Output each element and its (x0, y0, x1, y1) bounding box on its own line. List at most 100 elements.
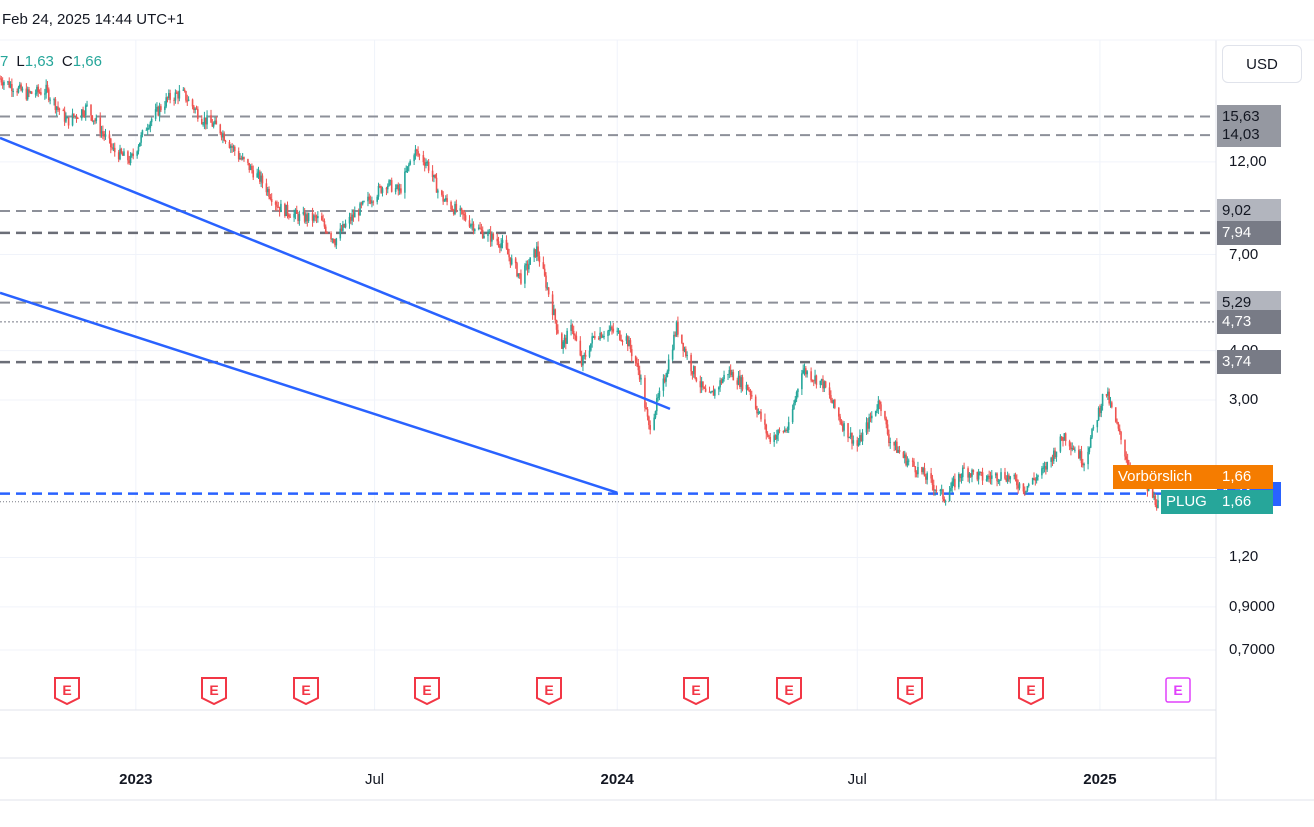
candle-body (793, 403, 795, 410)
candle-body (1054, 450, 1056, 458)
earnings-marker[interactable]: E (413, 676, 441, 706)
candle-body (608, 329, 611, 332)
candle-body (400, 188, 402, 193)
candle-body (979, 471, 981, 473)
candle-body (44, 93, 46, 95)
trend-lines[interactable] (0, 136, 671, 494)
earnings-marker[interactable]: E (200, 676, 228, 706)
candle-body (248, 162, 251, 170)
candle-body (288, 214, 290, 217)
candle-body (426, 161, 429, 164)
candle-body (257, 171, 260, 174)
candle-body (625, 336, 628, 341)
candle-body (202, 123, 204, 125)
earnings-icon: E (1018, 677, 1045, 706)
candle-body (612, 328, 615, 332)
candle-body (580, 355, 583, 366)
candle-body (976, 472, 979, 480)
candle-body (249, 166, 252, 170)
candle-body (702, 381, 704, 388)
candle-body (629, 340, 632, 350)
candle-body (675, 321, 678, 336)
earnings-marker-upcoming[interactable]: E (1164, 676, 1192, 706)
candle-body (1042, 467, 1045, 469)
candle-body (259, 171, 261, 182)
candle-body (38, 91, 41, 93)
candle-body (555, 320, 558, 330)
x-axis-tick-label: Jul (847, 771, 867, 788)
earnings-marker[interactable]: E (775, 676, 803, 706)
earnings-icon: E (54, 677, 81, 706)
candle-body (894, 441, 897, 446)
candle-body (616, 330, 619, 332)
candle-body (397, 184, 400, 191)
candle-body (691, 371, 694, 375)
candle-body (985, 479, 988, 481)
earnings-marker[interactable]: E (292, 676, 320, 706)
candle-body (988, 475, 990, 478)
candle-body (321, 216, 323, 221)
candle-body (551, 294, 554, 315)
candle-body (389, 180, 392, 182)
candle-body (601, 336, 604, 338)
candle-body (174, 92, 177, 101)
candle-body (874, 410, 877, 416)
currency-button[interactable]: USD (1222, 45, 1302, 83)
candle-body (1051, 457, 1054, 462)
candle-body (286, 204, 289, 215)
earnings-marker[interactable]: E (535, 676, 563, 706)
candle-body (423, 162, 426, 166)
trend-line (0, 291, 618, 494)
candle-body (103, 133, 105, 137)
candle-body (256, 173, 258, 178)
candle-body (435, 177, 438, 193)
candle-body (408, 164, 410, 167)
candle-body (154, 109, 157, 119)
earnings-marker[interactable]: E (896, 676, 924, 706)
candle-body (922, 468, 925, 473)
candle-body (1063, 433, 1066, 441)
earnings-marker[interactable]: E (682, 676, 710, 706)
candle-body (195, 108, 198, 110)
candle-body (942, 489, 944, 500)
candle-body (571, 324, 574, 331)
candle-body (463, 214, 466, 216)
candle-body (317, 216, 319, 219)
candle-body (120, 148, 123, 154)
candle-body (814, 375, 816, 381)
candle-body (732, 372, 735, 381)
candle-body (381, 188, 384, 193)
candle-body (49, 99, 51, 101)
candle-body (454, 203, 456, 215)
candle-body (960, 477, 963, 479)
y-axis-tick-label: 0,7000 (1229, 641, 1275, 659)
candle-body (603, 335, 605, 337)
candle-body (599, 332, 601, 340)
close-value: 1,66 (72, 53, 102, 70)
candle-body (452, 210, 455, 215)
candle-body (178, 90, 181, 99)
candle-body (203, 117, 206, 124)
candle-body (681, 334, 683, 343)
candle-body (686, 354, 688, 356)
candle-body (305, 214, 307, 222)
candle-body (665, 377, 667, 382)
candle-body (948, 491, 951, 502)
candle-body (506, 248, 509, 255)
candle-body (459, 208, 462, 211)
earnings-marker[interactable]: E (53, 676, 81, 706)
candle-body (717, 387, 720, 390)
candle-body (666, 371, 669, 378)
candle-body (500, 242, 502, 248)
candle-body (518, 273, 521, 275)
candle-body (630, 349, 633, 357)
earnings-marker[interactable]: E (1017, 676, 1045, 706)
candle-body (923, 468, 926, 477)
candle-body (102, 131, 104, 134)
candle-body (113, 147, 116, 153)
candle-body (111, 147, 113, 149)
candle-body (640, 377, 642, 380)
premarket-tag-label: Vorbörslich (1113, 464, 1217, 489)
candle-body (1117, 423, 1120, 429)
